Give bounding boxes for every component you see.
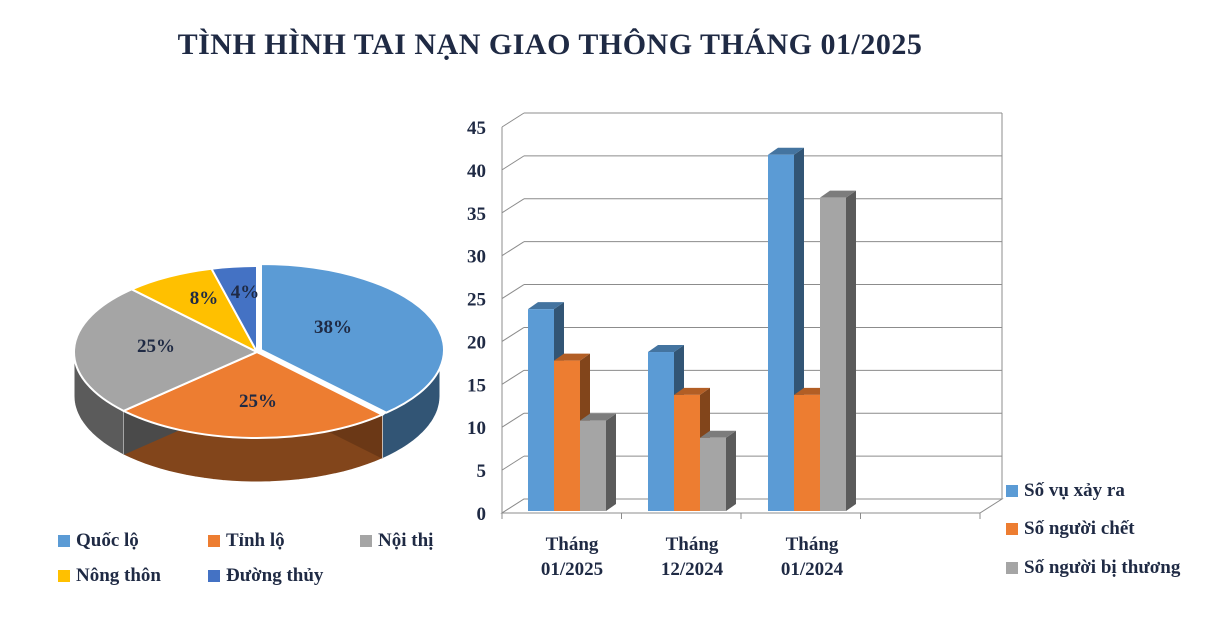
bar-side: [726, 430, 736, 511]
grid-depth-line: [501, 455, 525, 471]
bar-front: [794, 394, 820, 511]
y-tick-label: 40: [467, 161, 486, 182]
pie-slice-duong-thuy: [209, 264, 258, 353]
chart-title: TÌNH HÌNH TAI NẠN GIAO THÔNG THÁNG 01/20…: [177, 28, 923, 61]
bar-top: [768, 147, 804, 155]
grid-depth-line: [501, 369, 525, 385]
legend-label: Số vụ xảy ra: [1024, 480, 1125, 501]
grid-depth-line: [501, 155, 525, 171]
x-category-label: Tháng: [546, 534, 599, 555]
pie-legend-nong-thon: Nông thôn: [58, 565, 161, 587]
y-tick-label: 30: [467, 247, 486, 268]
x-category-label: 01/2025: [541, 559, 603, 580]
bar-top: [580, 413, 616, 421]
legend-label: Quốc lộ: [76, 530, 139, 551]
legend-label: Nông thôn: [76, 565, 161, 586]
pie-side-walls: [73, 351, 441, 483]
bars: [528, 147, 856, 511]
bar-front: [820, 197, 846, 511]
pie-slice-quoc-lo: [260, 262, 445, 414]
bar-so-nguoi-chet-thang-12-2024: [674, 387, 710, 511]
grid-depth-line: [501, 412, 525, 428]
pie-slice-tinh-lo: [121, 350, 385, 439]
pie-slice-noi-thi: [73, 288, 260, 412]
y-tick-label: 25: [467, 290, 486, 311]
legend-label: Số người bị thương: [1024, 557, 1181, 578]
y-tick-label: 0: [477, 504, 487, 525]
legend-label: Đường thủy: [226, 565, 324, 586]
pie-legend-noi-thi: Nội thị: [360, 530, 433, 552]
grid-depth-line: [501, 284, 525, 299]
y-tick-label: 5: [477, 461, 487, 482]
x-category-label: 01/2024: [781, 559, 844, 580]
bar-front: [554, 360, 580, 511]
legend-swatch: [58, 535, 70, 547]
pie-label-tinh-lo: 25%: [239, 391, 277, 412]
y-tick-label: 10: [467, 418, 486, 439]
legend-swatch: [208, 535, 220, 547]
bar-top: [554, 353, 590, 361]
grid-depth-line: [501, 327, 525, 342]
bar-top: [528, 302, 564, 310]
x-category-label: Tháng: [786, 534, 839, 555]
bar-chart: 0 5 10 15 20 25 30 35 40 45 Tháng 01/2025 Tháng 12/20…: [467, 112, 1004, 580]
legend-swatch: [360, 535, 372, 547]
pie-legend-duong-thuy: Đường thủy: [208, 565, 323, 587]
pie-label-quoc-lo: 38%: [314, 317, 352, 338]
x-category-label: 12/2024: [661, 559, 724, 580]
bar-legend-so-nguoi-bi-thuong: Số người bị thương: [1006, 557, 1180, 579]
grid-depth-line: [501, 198, 525, 214]
legend-swatch: [1006, 485, 1018, 497]
grid-depth-line: [501, 241, 525, 257]
bar-so-nguoi-bi-thuong-thang-12-2024: [700, 430, 736, 511]
legend-label: Nội thị: [378, 530, 434, 551]
legend-swatch: [1006, 523, 1018, 535]
bar-top: [700, 430, 736, 438]
y-tick-label: 20: [467, 332, 486, 353]
bar-floor: [500, 498, 1004, 514]
pie-slice-nong-thon: [129, 267, 260, 355]
bar-front: [768, 154, 794, 511]
bar-front: [648, 352, 674, 511]
pie-label-nong-thon: 8%: [190, 288, 219, 309]
bar-top: [648, 345, 684, 353]
bar-so-nguoi-bi-thuong-thang-01-2024: [820, 190, 856, 511]
pie-legend-quoc-lo: Quốc lộ: [58, 530, 139, 552]
pie-chart: 38% 25% 25% 8% 4%: [73, 262, 445, 483]
x-category-label: Tháng: [666, 534, 719, 555]
bar-front: [580, 420, 606, 511]
bar-side: [846, 190, 856, 511]
legend-label: Số người chết: [1024, 518, 1135, 539]
bar-legend-so-vu-xay-ra: Số vụ xảy ra: [1006, 480, 1125, 502]
bar-so-nguoi-bi-thuong-thang-01-2025: [580, 413, 616, 511]
legend-label: Tỉnh lộ: [226, 530, 285, 551]
y-tick-label: 15: [467, 375, 486, 396]
y-tick-label: 45: [467, 118, 486, 139]
pie-label-duong-thuy: 4%: [231, 282, 260, 303]
bar-legend-so-nguoi-chet: Số người chết: [1006, 518, 1135, 540]
pie-top: [73, 262, 445, 439]
bar-top: [820, 190, 856, 198]
y-tick-label: 35: [467, 204, 486, 225]
bar-side: [606, 413, 616, 511]
legend-swatch: [58, 570, 70, 582]
bar-front: [528, 309, 554, 511]
grid-depth-line: [501, 112, 525, 128]
pie-label-noi-thi: 25%: [137, 336, 175, 357]
bar-front: [700, 437, 726, 511]
legend-swatch: [208, 570, 220, 582]
bar-front: [674, 394, 700, 511]
legend-swatch: [1006, 562, 1018, 574]
pie-legend-tinh-lo: Tỉnh lộ: [208, 530, 285, 552]
bar-top: [674, 387, 710, 395]
